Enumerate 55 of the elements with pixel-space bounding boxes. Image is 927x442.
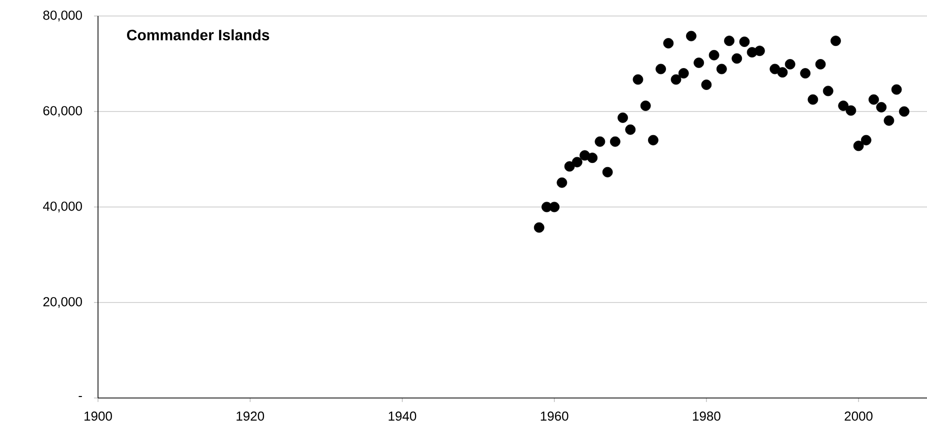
point	[670, 74, 682, 85]
point	[587, 152, 598, 164]
point	[656, 64, 666, 74]
x-tick-label: 1900	[84, 412, 112, 421]
y-tick-label: -	[78, 396, 82, 398]
point	[868, 94, 879, 105]
point	[556, 177, 568, 188]
point	[830, 36, 841, 46]
point	[694, 58, 704, 68]
point	[808, 94, 818, 105]
point	[739, 36, 750, 47]
point	[648, 134, 658, 146]
point	[815, 59, 826, 70]
x-tick-label: 1960	[540, 412, 568, 421]
point	[678, 68, 689, 78]
point	[724, 36, 734, 46]
y-tick-label: 80,000	[43, 10, 82, 22]
point	[898, 106, 910, 117]
point	[891, 84, 902, 95]
y-tick-label: 40,000	[43, 202, 82, 212]
x-tick-label: 1940	[388, 412, 416, 421]
x-tick-label: 2000	[844, 412, 872, 421]
point	[876, 102, 887, 112]
point	[860, 134, 872, 146]
y-tick-label: 60,000	[43, 106, 82, 117]
point	[594, 136, 606, 147]
point	[754, 46, 765, 56]
point	[618, 112, 628, 123]
point	[640, 100, 651, 111]
point	[564, 161, 575, 172]
point	[610, 136, 620, 147]
point	[838, 100, 849, 111]
point	[777, 67, 788, 78]
point	[732, 53, 742, 64]
x-tick-label: 1980	[692, 412, 720, 421]
point	[572, 156, 582, 168]
point	[701, 80, 712, 90]
text: Commander Islands	[127, 29, 270, 40]
point	[822, 86, 834, 96]
point	[853, 140, 864, 152]
x-tick-label: 1920	[236, 412, 264, 421]
point	[686, 30, 696, 42]
point	[534, 222, 544, 233]
point	[632, 74, 644, 85]
point	[884, 115, 894, 126]
y-tick-label: 20,000	[43, 297, 82, 308]
point	[708, 50, 720, 60]
point	[549, 202, 560, 212]
point	[800, 68, 811, 78]
point	[846, 105, 856, 116]
point	[602, 166, 613, 178]
point	[625, 124, 636, 135]
point	[716, 64, 727, 74]
point	[784, 59, 796, 70]
point	[663, 38, 674, 48]
